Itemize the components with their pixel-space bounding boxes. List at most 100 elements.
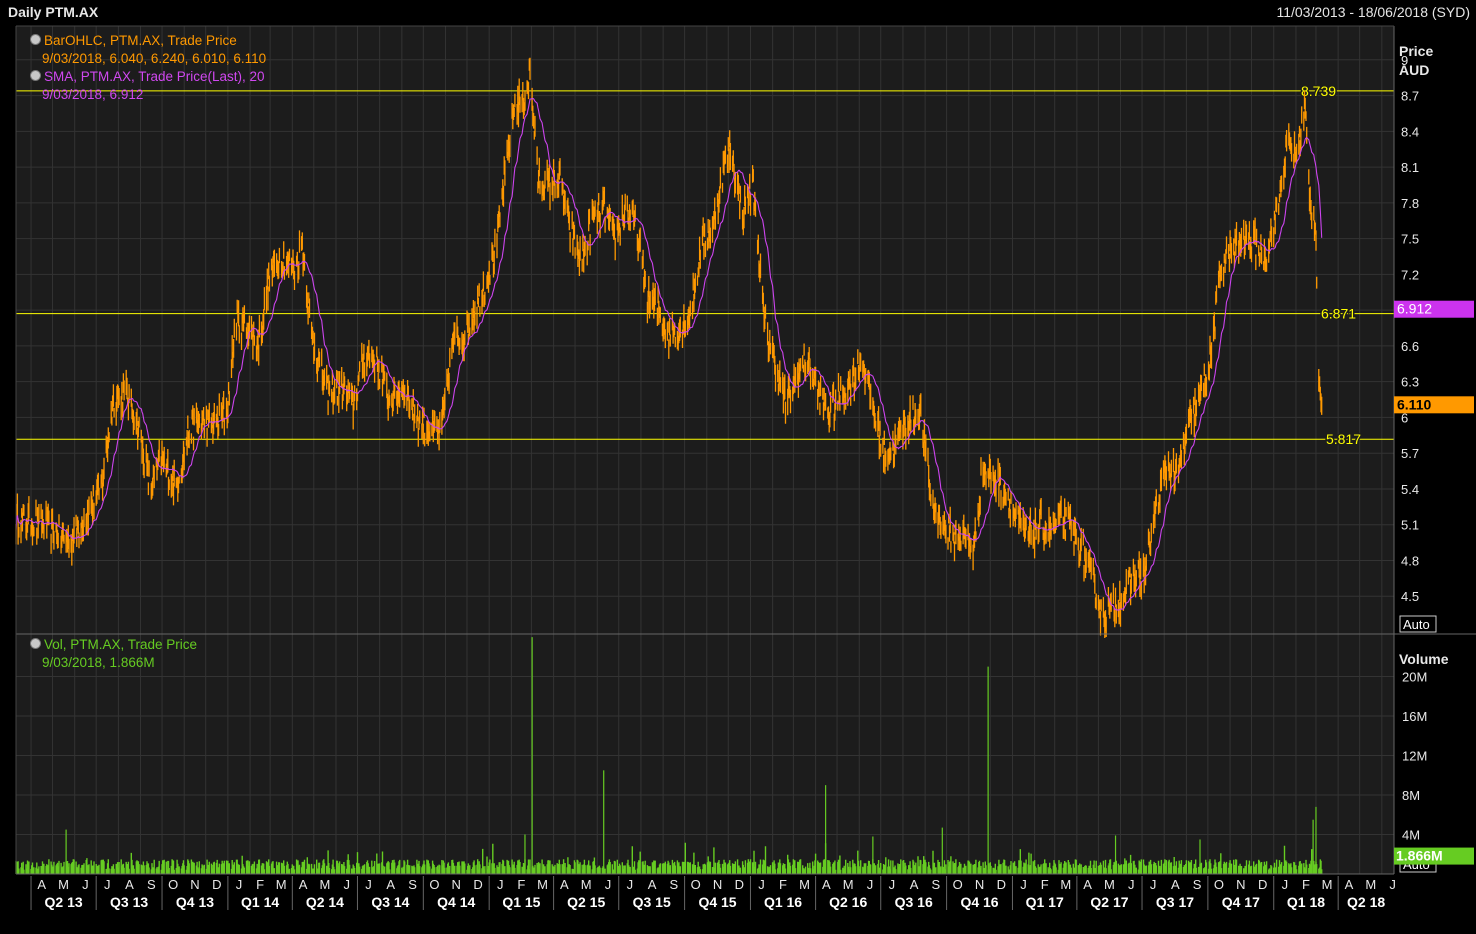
month-tick-label: J	[1282, 877, 1289, 892]
month-tick-label: S	[1193, 877, 1202, 892]
month-tick-label: A	[822, 877, 831, 892]
month-tick-label: J	[236, 877, 243, 892]
volume-tick-label: 4M	[1402, 828, 1420, 843]
current-volume-tag-label: 1.866M	[1396, 848, 1443, 864]
month-tick-label: O	[691, 877, 701, 892]
volume-plot-background	[16, 634, 1394, 874]
month-tick-label: A	[37, 877, 46, 892]
ohlc-legend-pin-icon[interactable]	[30, 34, 41, 45]
month-tick-label: A	[125, 877, 134, 892]
month-tick-label: A	[1171, 877, 1180, 892]
month-tick-label: A	[299, 877, 308, 892]
quarter-tick-label: Q2 13	[45, 894, 83, 910]
month-tick-label: F	[256, 877, 264, 892]
month-tick-label: D	[997, 877, 1006, 892]
month-tick-label: D	[1258, 877, 1267, 892]
month-tick-label: A	[648, 877, 657, 892]
horizontal-line-label: 6.871	[1321, 306, 1356, 322]
quarter-tick-label: Q1 17	[1026, 894, 1064, 910]
month-tick-label: J	[343, 877, 350, 892]
horizontal-line-label: 8.739	[1301, 83, 1336, 99]
chart-title: Daily PTM.AX	[8, 4, 99, 20]
month-tick-label: J	[758, 877, 765, 892]
month-tick-label: N	[1236, 877, 1245, 892]
axes: 98.78.48.17.87.57.26.96.66.365.75.45.14.…	[15, 25, 1476, 910]
month-tick-label: N	[975, 877, 984, 892]
quarter-tick-label: Q4 15	[698, 894, 736, 910]
month-tick-label: M	[1060, 877, 1071, 892]
volume-tick-label: 12M	[1402, 749, 1427, 764]
price-tick-label: 8.4	[1401, 124, 1419, 139]
price-tick-label: 9	[1401, 53, 1408, 68]
month-tick-label: A	[1083, 877, 1092, 892]
vol-legend-pin-icon[interactable]	[30, 638, 41, 649]
month-tick-label: N	[190, 877, 199, 892]
price-tick-label: 4.5	[1401, 589, 1419, 604]
vol-legend-label: Vol, PTM.AX, Trade Price	[44, 637, 198, 652]
price-tick-label: 5.4	[1401, 482, 1419, 497]
sma-line	[15, 97, 1323, 611]
month-tick-label: M	[581, 877, 592, 892]
volume-tick-label: 16M	[1402, 709, 1427, 724]
month-tick-label: O	[953, 877, 963, 892]
price-tick-label: 8.7	[1401, 89, 1419, 104]
month-tick-label: O	[168, 877, 178, 892]
month-tick-label: S	[932, 877, 941, 892]
quarter-tick-label: Q2 15	[567, 894, 605, 910]
month-tick-label: J	[1128, 877, 1135, 892]
price-tick-label: 8.1	[1401, 160, 1419, 175]
month-tick-label: A	[1345, 877, 1354, 892]
month-tick-label: A	[560, 877, 569, 892]
quarter-tick-label: Q4 16	[960, 894, 998, 910]
month-tick-label: O	[1214, 877, 1224, 892]
quarter-tick-label: Q4 13	[176, 894, 214, 910]
quarter-tick-label: Q1 16	[764, 894, 802, 910]
quarter-tick-label: Q1 15	[502, 894, 540, 910]
quarter-tick-label: Q3 16	[895, 894, 933, 910]
price-tick-label: 7.8	[1401, 196, 1419, 211]
current-value-tag-label: 6.110	[1397, 396, 1431, 412]
month-tick-label: O	[429, 877, 439, 892]
month-tick-label: J	[1150, 877, 1157, 892]
month-tick-label: M	[1104, 877, 1115, 892]
month-tick-label: M	[799, 877, 810, 892]
month-tick-label: S	[408, 877, 417, 892]
quarter-tick-label: Q1 18	[1287, 894, 1325, 910]
quarter-tick-label: Q4 14	[437, 894, 475, 910]
month-tick-label: M	[58, 877, 69, 892]
ohlc-legend-label: BarOHLC, PTM.AX, Trade Price	[44, 33, 237, 48]
sma-legend-label: SMA, PTM.AX, Trade Price(Last), 20	[44, 69, 265, 84]
volume-tick-label: 20M	[1402, 670, 1427, 685]
price-tick-label: 6.6	[1401, 339, 1419, 354]
month-tick-label: J	[605, 877, 612, 892]
sma-legend-pin-icon[interactable]	[30, 70, 41, 81]
month-tick-label: F	[1302, 877, 1310, 892]
quarter-tick-label: Q2 17	[1090, 894, 1128, 910]
month-tick-label: J	[889, 877, 896, 892]
month-tick-label: J	[82, 877, 89, 892]
price-tick-label: 5.1	[1401, 518, 1419, 533]
horizontal-line-label: 5.817	[1326, 431, 1361, 447]
volume-legend: Vol, PTM.AX, Trade Price 9/03/2018, 1.86…	[30, 636, 197, 672]
month-tick-label: D	[473, 877, 482, 892]
month-tick-label: F	[779, 877, 787, 892]
month-tick-label: D	[212, 877, 221, 892]
month-tick-label: M	[537, 877, 548, 892]
month-tick-label: S	[670, 877, 679, 892]
month-tick-label: N	[713, 877, 722, 892]
volume-axis-title: Volume	[1399, 651, 1449, 667]
current-value-tag-label: 6.912	[1397, 301, 1432, 317]
month-tick-label: J	[1020, 877, 1027, 892]
price-tick-label: 7.2	[1401, 267, 1419, 282]
price-axis-unit: AUD	[1399, 62, 1429, 78]
month-tick-label: J	[1389, 877, 1396, 892]
price-tick-label: 6.3	[1401, 375, 1419, 390]
price-tick-label: 5.7	[1401, 446, 1419, 461]
month-tick-label: S	[147, 877, 156, 892]
month-tick-label: J	[497, 877, 504, 892]
price-tick-label: 4.8	[1401, 553, 1419, 568]
ohlc-legend-values: 9/03/2018, 6.040, 6.240, 6.010, 6.110	[42, 51, 267, 66]
volume-tick-label: 8M	[1402, 788, 1420, 803]
price-auto-label: Auto	[1403, 617, 1430, 632]
